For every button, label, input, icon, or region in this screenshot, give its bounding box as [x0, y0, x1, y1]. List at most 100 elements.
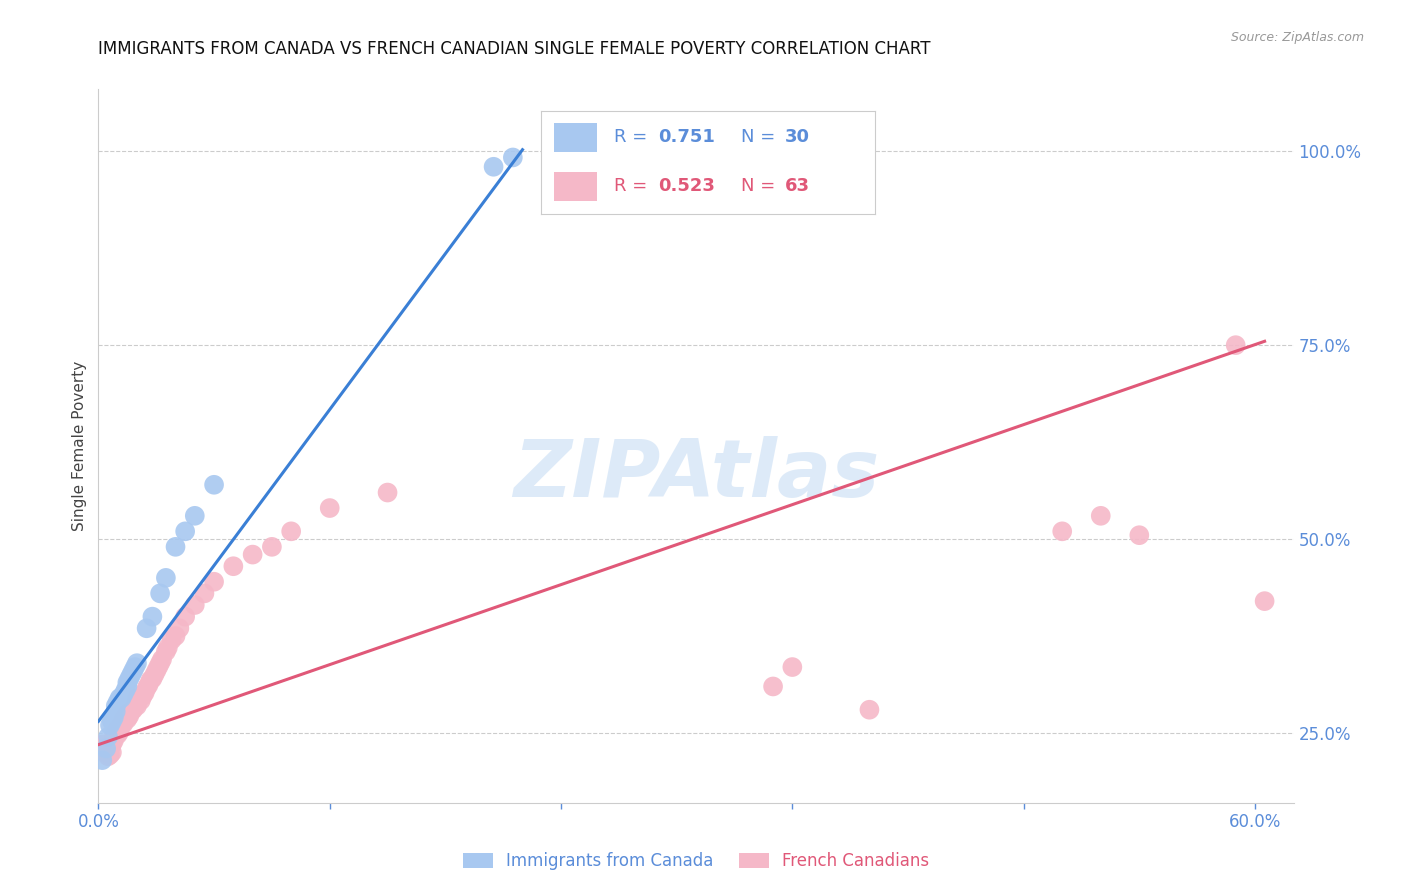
Point — [114, 683, 136, 698]
Point — [141, 609, 163, 624]
Point — [202, 574, 225, 589]
Text: 0.751: 0.751 — [658, 128, 714, 146]
Point — [143, 668, 166, 682]
Text: 0.523: 0.523 — [658, 177, 714, 194]
Y-axis label: Single Female Poverty: Single Female Poverty — [72, 361, 87, 531]
Point — [117, 675, 139, 690]
Point — [149, 586, 172, 600]
Point — [98, 718, 121, 732]
Point — [97, 749, 120, 764]
Text: 63: 63 — [785, 177, 810, 194]
Point — [1090, 508, 1112, 523]
Point — [107, 695, 129, 709]
Point — [132, 689, 155, 703]
Point — [101, 745, 124, 759]
Point — [104, 698, 127, 713]
Point — [184, 598, 207, 612]
Text: ZIPAtlas: ZIPAtlas — [513, 435, 879, 514]
Point — [101, 738, 124, 752]
Point — [108, 720, 131, 734]
Text: N =: N = — [741, 177, 782, 194]
Point — [135, 621, 157, 635]
Point — [160, 632, 183, 647]
Point — [125, 691, 148, 706]
Point — [155, 644, 177, 658]
Point — [165, 629, 187, 643]
Point — [93, 741, 115, 756]
Point — [169, 621, 191, 635]
Point — [117, 712, 139, 726]
Point — [98, 739, 121, 754]
Point — [1050, 524, 1073, 539]
Point — [98, 747, 121, 762]
Point — [280, 524, 302, 539]
Point — [138, 678, 160, 692]
Point — [124, 660, 146, 674]
Point — [1128, 528, 1150, 542]
Point — [124, 698, 146, 713]
Point — [155, 571, 177, 585]
Point — [222, 559, 245, 574]
Point — [114, 710, 136, 724]
Point — [101, 714, 124, 729]
Point — [117, 706, 139, 721]
Point — [94, 741, 117, 756]
Point — [91, 753, 114, 767]
Point — [782, 660, 804, 674]
Point — [184, 508, 207, 523]
FancyBboxPatch shape — [554, 123, 598, 152]
Point — [91, 738, 114, 752]
Point — [129, 693, 152, 707]
Point — [150, 652, 173, 666]
Point — [107, 727, 129, 741]
Point — [125, 698, 148, 713]
Point — [104, 726, 127, 740]
Point — [193, 586, 215, 600]
Point — [108, 691, 131, 706]
Legend: Immigrants from Canada, French Canadians: Immigrants from Canada, French Canadians — [456, 846, 936, 877]
Point — [103, 733, 125, 747]
Point — [94, 745, 117, 759]
Point — [97, 730, 120, 744]
Point — [165, 540, 187, 554]
Point — [125, 656, 148, 670]
Point — [202, 477, 225, 491]
Text: IMMIGRANTS FROM CANADA VS FRENCH CANADIAN SINGLE FEMALE POVERTY CORRELATION CHAR: IMMIGRANTS FROM CANADA VS FRENCH CANADIA… — [98, 40, 931, 58]
Point — [482, 160, 505, 174]
Point — [108, 724, 131, 739]
Text: Source: ZipAtlas.com: Source: ZipAtlas.com — [1230, 31, 1364, 45]
Point — [1225, 338, 1247, 352]
Point — [174, 609, 197, 624]
Point — [319, 501, 342, 516]
Point — [762, 680, 785, 694]
Point — [141, 672, 163, 686]
Point — [112, 716, 135, 731]
Point — [260, 540, 283, 554]
Point — [118, 672, 141, 686]
Point — [103, 710, 125, 724]
Point — [1253, 594, 1275, 608]
Point — [117, 680, 139, 694]
Point — [104, 704, 127, 718]
Point — [97, 743, 120, 757]
Point — [110, 691, 132, 706]
Point — [377, 485, 399, 500]
Text: R =: R = — [614, 128, 654, 146]
Text: N =: N = — [741, 128, 782, 146]
Point — [107, 722, 129, 736]
Text: R =: R = — [614, 177, 654, 194]
FancyBboxPatch shape — [554, 171, 598, 201]
Point — [139, 673, 162, 688]
Point — [112, 687, 135, 701]
Point — [120, 668, 142, 682]
Point — [120, 704, 142, 718]
Point — [174, 524, 197, 539]
Point — [858, 703, 880, 717]
Point — [112, 712, 135, 726]
Point — [118, 709, 141, 723]
Point — [502, 151, 524, 165]
Point — [242, 548, 264, 562]
Point — [122, 664, 145, 678]
Point — [103, 730, 125, 744]
Point — [149, 656, 172, 670]
